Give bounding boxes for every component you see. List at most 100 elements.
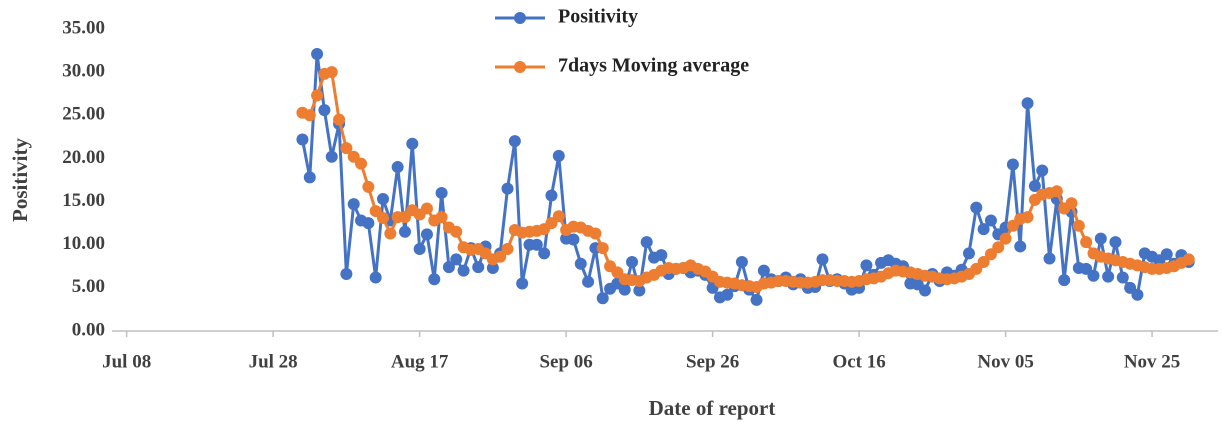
data-point — [428, 273, 441, 286]
data-point — [501, 182, 514, 195]
data-point — [398, 225, 411, 238]
x-tick-label: Nov 25 — [1124, 351, 1180, 372]
data-point — [340, 142, 353, 155]
data-point — [457, 264, 470, 277]
data-point — [303, 171, 316, 184]
data-point — [1087, 269, 1100, 282]
legend-marker — [514, 12, 526, 24]
data-point — [1058, 274, 1071, 287]
data-point — [420, 202, 433, 215]
x-tick-label: Jul 08 — [102, 351, 151, 372]
data-point — [413, 243, 426, 256]
data-point — [999, 232, 1012, 245]
data-point — [508, 135, 521, 148]
data-point — [750, 293, 763, 306]
data-point — [860, 259, 873, 272]
legend-marker — [514, 61, 526, 73]
data-point — [552, 149, 565, 162]
data-point — [655, 249, 668, 262]
data-point — [362, 217, 375, 230]
y-tick-label: 5.00 — [72, 276, 105, 297]
data-point — [538, 247, 551, 260]
data-point — [296, 133, 309, 146]
data-point — [494, 250, 507, 263]
data-point — [325, 66, 338, 79]
data-point — [567, 233, 580, 246]
y-tick-label: 15.00 — [62, 190, 105, 211]
data-point — [970, 201, 983, 214]
data-point — [633, 284, 646, 297]
data-point — [977, 223, 990, 236]
data-point — [618, 283, 631, 296]
data-point — [362, 180, 375, 193]
data-point — [992, 241, 1005, 254]
x-tick-label: Oct 16 — [832, 351, 885, 372]
data-point — [1043, 252, 1056, 265]
y-tick-label: 25.00 — [62, 104, 105, 125]
data-point — [589, 227, 602, 240]
data-point — [816, 253, 829, 266]
x-tick-label: Nov 05 — [977, 351, 1033, 372]
data-point — [311, 89, 324, 102]
data-point — [984, 214, 997, 227]
data-point — [450, 225, 463, 238]
data-point — [1028, 180, 1041, 193]
y-tick-label: 35.00 — [62, 17, 105, 38]
data-point — [1131, 288, 1144, 301]
data-point — [721, 288, 734, 301]
data-point — [962, 247, 975, 260]
data-point — [318, 104, 331, 117]
data-point — [501, 243, 514, 256]
y-tick-label: 20.00 — [62, 147, 105, 168]
data-point — [582, 275, 595, 288]
data-point — [1072, 219, 1085, 232]
data-point — [347, 198, 360, 211]
data-point — [626, 255, 639, 268]
data-point — [1065, 197, 1078, 210]
data-point — [1109, 236, 1122, 249]
data-point — [377, 192, 390, 205]
data-point — [420, 228, 433, 241]
data-point — [596, 242, 609, 255]
legend-label: 7days Moving average — [558, 55, 749, 77]
y-axis-label: Positivity — [8, 138, 32, 222]
data-point — [516, 277, 529, 290]
data-point — [919, 284, 932, 297]
x-tick-label: Jul 28 — [249, 351, 298, 372]
data-point — [1050, 185, 1063, 198]
data-point — [1116, 271, 1129, 284]
data-point — [377, 211, 390, 224]
x-axis-label: Date of report — [649, 396, 776, 420]
data-point — [311, 48, 324, 61]
data-point — [406, 137, 419, 150]
data-point — [333, 113, 346, 126]
data-point — [552, 210, 565, 223]
data-point — [735, 255, 748, 268]
x-tick-label: Sep 26 — [686, 351, 739, 372]
data-point — [472, 261, 485, 274]
data-point — [384, 227, 397, 240]
data-point — [369, 271, 382, 284]
data-point — [1006, 158, 1019, 171]
data-point — [435, 186, 448, 199]
data-point — [442, 261, 455, 274]
data-point — [325, 150, 338, 163]
data-point — [450, 253, 463, 266]
data-point — [435, 211, 448, 224]
data-point — [1102, 270, 1115, 283]
data-point — [1080, 236, 1093, 249]
data-point — [1021, 211, 1034, 224]
data-point — [1036, 164, 1049, 177]
data-point — [1021, 97, 1034, 110]
data-point — [486, 262, 499, 275]
data-point — [574, 257, 587, 270]
data-point — [596, 292, 609, 305]
data-point — [391, 161, 404, 174]
legend-label: Positivity — [558, 6, 638, 28]
y-tick-label: 30.00 — [62, 61, 105, 82]
data-point — [640, 236, 653, 249]
x-tick-label: Sep 06 — [539, 351, 592, 372]
y-tick-label: 10.00 — [62, 233, 105, 254]
y-tick-label: 0.00 — [72, 319, 105, 340]
